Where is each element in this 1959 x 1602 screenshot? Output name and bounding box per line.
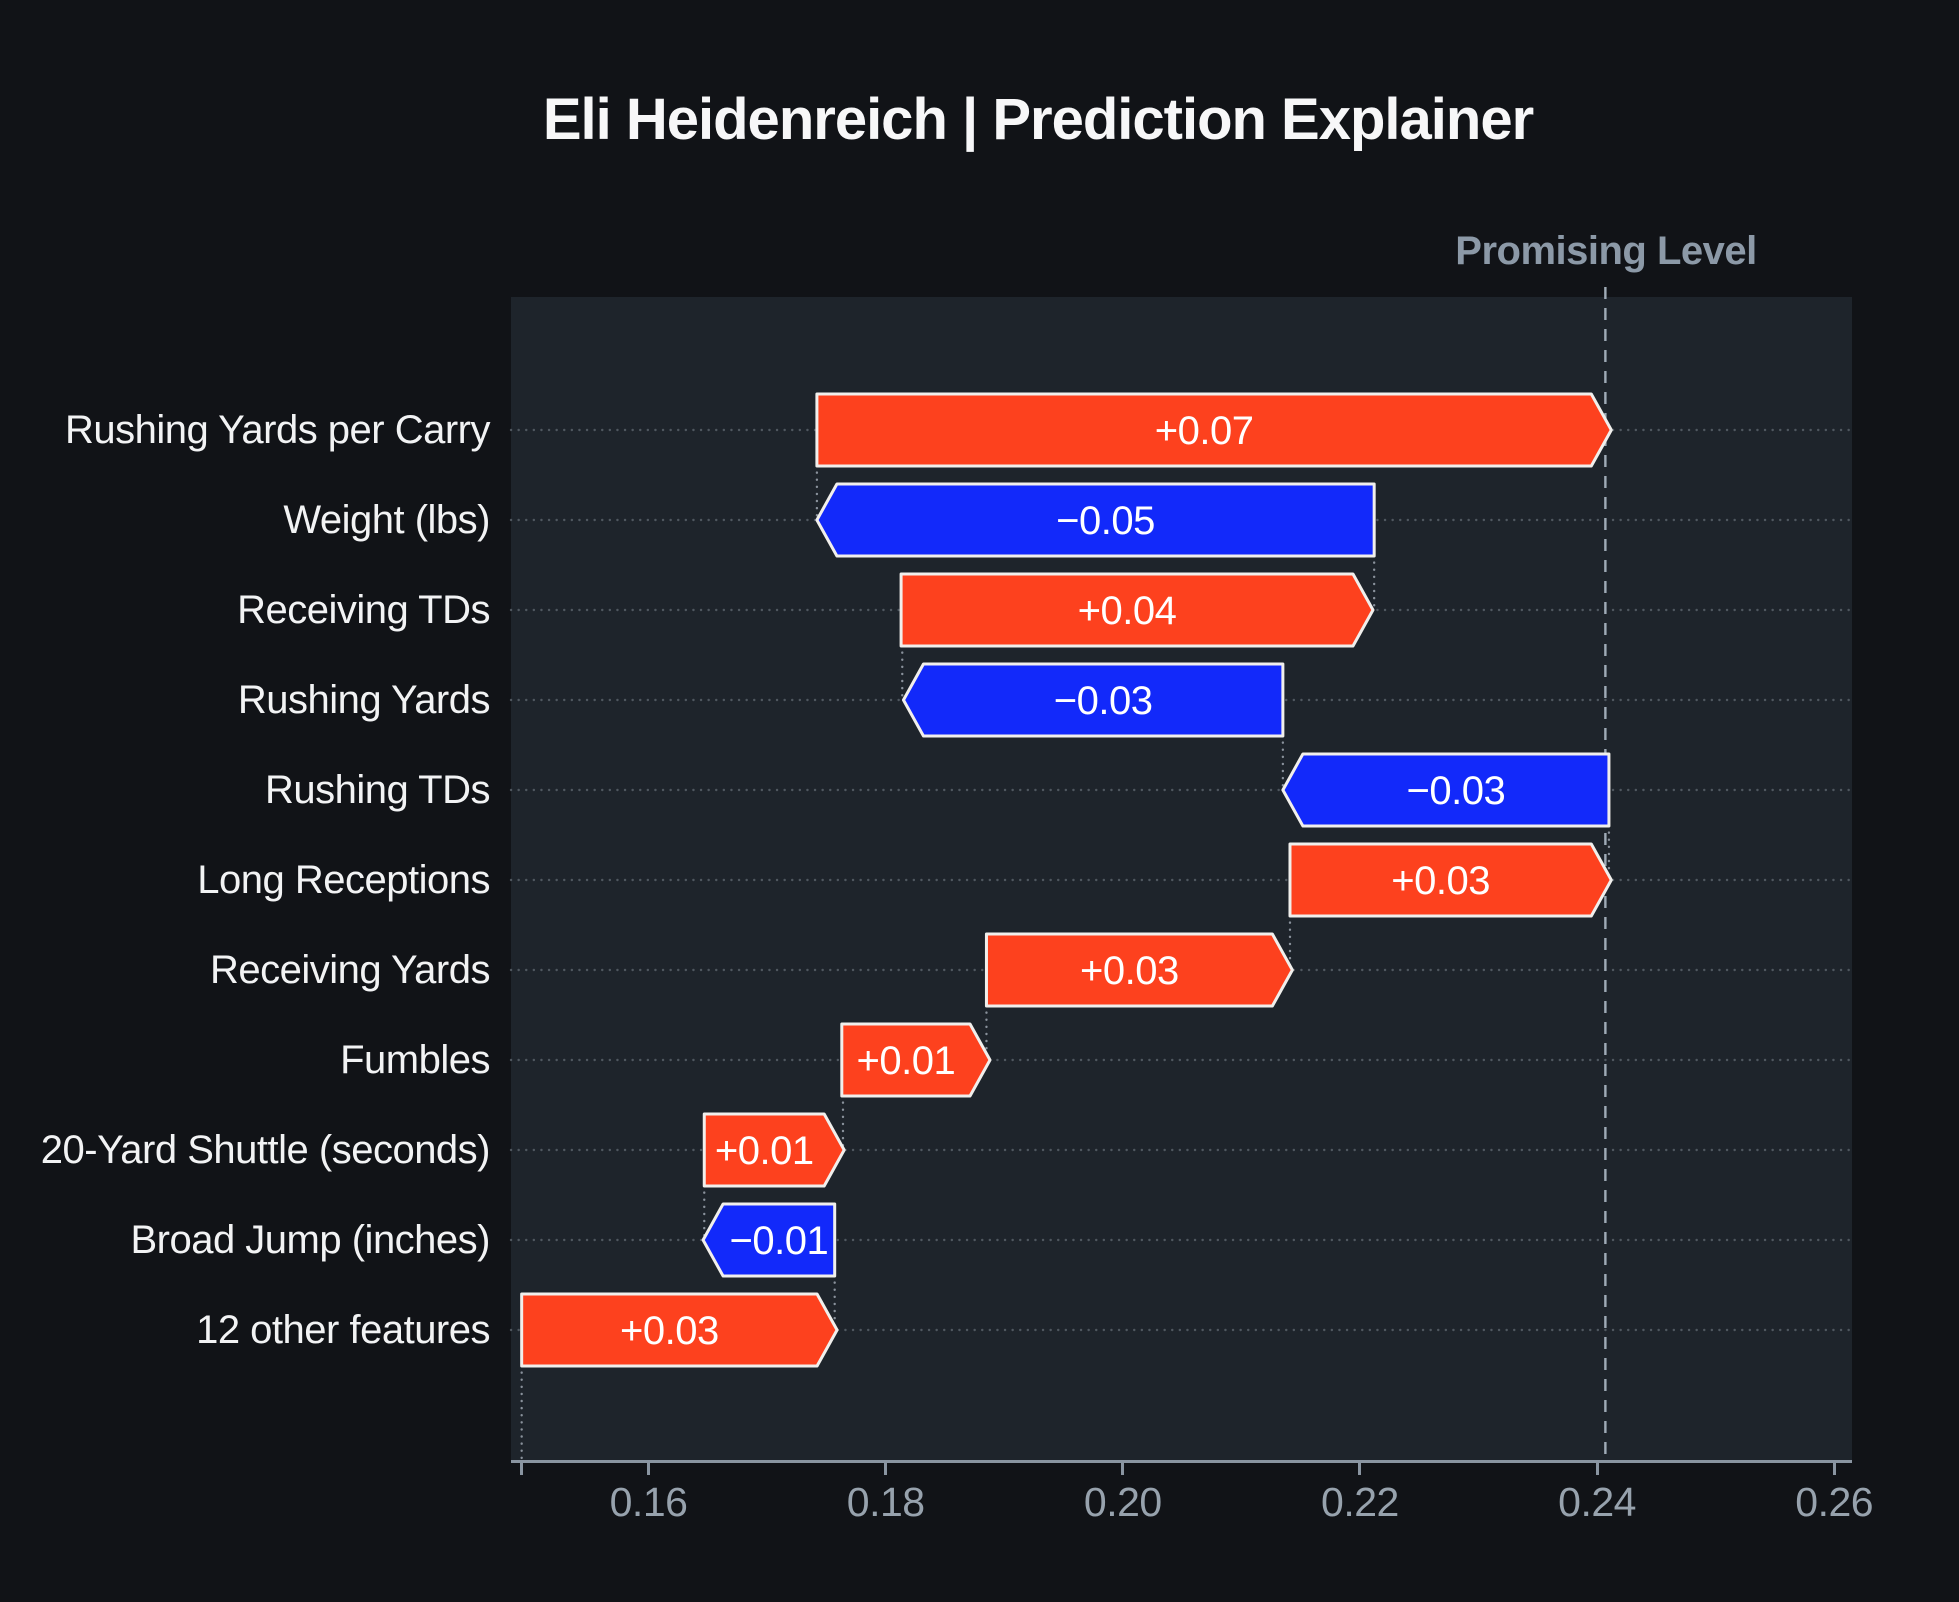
bar-value-label: +0.03	[620, 1309, 719, 1353]
bar-value-label: +0.01	[857, 1039, 956, 1083]
contribution-bar	[840, 1022, 992, 1098]
bar-value-label: +0.03	[1080, 949, 1179, 993]
base-value-tick	[520, 1462, 524, 1475]
feature-label: Long Receptions	[197, 858, 490, 902]
contribution-bar	[815, 482, 1376, 558]
bar-value-label: −0.05	[1056, 499, 1155, 543]
x-axis-tick	[1121, 1462, 1125, 1475]
promising-level-label: Promising Level	[1455, 229, 1757, 273]
contribution-bar	[899, 572, 1375, 648]
bar-value-label: +0.01	[715, 1129, 814, 1173]
page-title: Eli Heidenreich | Prediction Explainer	[542, 87, 1534, 152]
x-axis-tick-label: 0.22	[1321, 1479, 1399, 1525]
x-axis-tick	[647, 1462, 651, 1475]
feature-label: Rushing TDs	[265, 768, 490, 812]
x-axis-tick	[1595, 1462, 1599, 1475]
x-axis-line	[511, 1460, 1852, 1463]
bar-value-label: −0.03	[1054, 679, 1153, 723]
x-axis-tick-label: 0.26	[1795, 1479, 1874, 1525]
x-axis-tick	[1358, 1462, 1362, 1475]
feature-label: Broad Jump (inches)	[130, 1218, 490, 1262]
x-axis-tick	[884, 1462, 888, 1475]
bar-value-label: −0.03	[1407, 769, 1506, 813]
plot-area: +0.07 −0.05 +0.04 −0.03 −0.03 +0.03 +0.03 +0.01…	[509, 287, 1854, 1464]
feature-label: Receiving Yards	[209, 948, 491, 992]
bar-value-label: +0.07	[1155, 409, 1254, 453]
contribution-bar	[520, 1292, 839, 1368]
x-axis-tick-label: 0.16	[609, 1479, 688, 1525]
contribution-bar	[901, 662, 1285, 738]
feature-label: Rushing Yards per Carry	[65, 408, 490, 452]
x-axis-tick-label: 0.24	[1558, 1479, 1636, 1525]
feature-label: Fumbles	[340, 1038, 490, 1082]
feature-label: 12 other features	[196, 1308, 490, 1352]
waterfall-chart: +0.07 −0.05 +0.04 −0.03 −0.03 +0.03 +0.03 +0.01…	[509, 287, 1854, 1464]
bar-value-label: +0.04	[1078, 589, 1177, 633]
feature-label: Receiving TDs	[237, 588, 490, 632]
bar-value-label: +0.03	[1391, 859, 1490, 903]
x-axis-tick-label: 0.18	[846, 1479, 925, 1525]
contribution-bar	[1281, 752, 1611, 828]
feature-label: Rushing Yards	[237, 678, 491, 722]
contribution-bar	[984, 932, 1294, 1008]
contribution-bar	[702, 1112, 846, 1188]
contribution-bar	[1288, 842, 1613, 918]
feature-label: 20-Yard Shuttle (seconds)	[40, 1128, 491, 1172]
bar-value-label: −0.01	[730, 1219, 829, 1263]
contribution-bar	[701, 1202, 837, 1278]
contribution-bar	[815, 392, 1613, 468]
x-axis-tick-label: 0.20	[1083, 1479, 1162, 1525]
feature-label: Weight (lbs)	[283, 498, 490, 542]
x-axis-tick	[1832, 1462, 1836, 1475]
